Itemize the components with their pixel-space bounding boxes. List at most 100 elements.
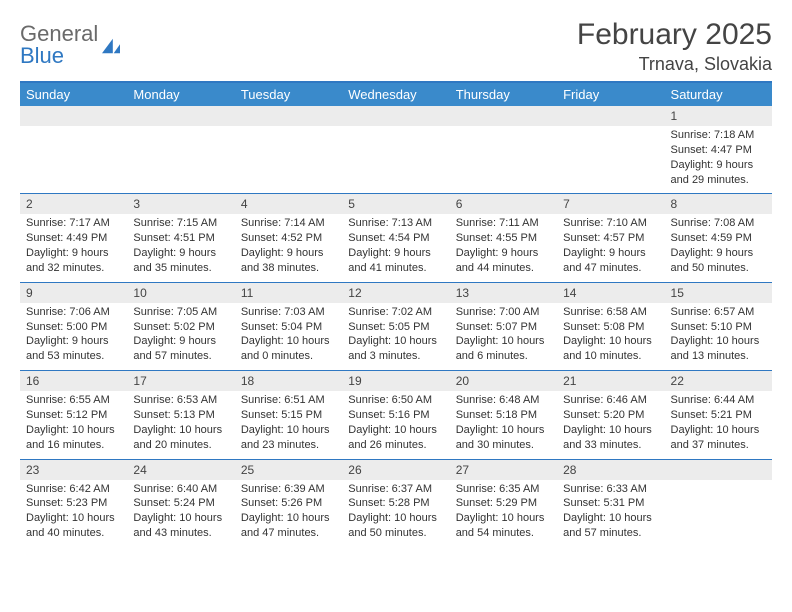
day-number-cell: 13	[450, 282, 557, 303]
day-ss: Sunset: 5:04 PM	[241, 320, 336, 335]
day-sr: Sunrise: 7:02 AM	[348, 305, 443, 320]
week-data-row: Sunrise: 7:06 AMSunset: 5:00 PMDaylight:…	[20, 303, 772, 371]
weekday-header: Friday	[557, 83, 664, 106]
day-detail-cell	[20, 126, 127, 194]
day-sr: Sunrise: 6:33 AM	[563, 482, 658, 497]
day-number-cell: 20	[450, 371, 557, 392]
day-ss: Sunset: 5:16 PM	[348, 408, 443, 423]
day-number-cell: 5	[342, 194, 449, 215]
day-number-cell: 22	[665, 371, 772, 392]
day-number-cell: 15	[665, 282, 772, 303]
day-number-cell: 12	[342, 282, 449, 303]
day-dl1: Daylight: 10 hours	[348, 423, 443, 438]
day-sr: Sunrise: 6:57 AM	[671, 305, 766, 320]
day-sr: Sunrise: 7:18 AM	[671, 128, 766, 143]
title-block: February 2025 Trnava, Slovakia	[577, 18, 772, 75]
day-sr: Sunrise: 7:03 AM	[241, 305, 336, 320]
day-dl2: and 47 minutes.	[563, 261, 658, 276]
day-dl1: Daylight: 10 hours	[563, 511, 658, 526]
day-number-cell: 19	[342, 371, 449, 392]
day-detail-cell: Sunrise: 7:10 AMSunset: 4:57 PMDaylight:…	[557, 214, 664, 282]
day-detail-cell	[450, 126, 557, 194]
day-sr: Sunrise: 7:08 AM	[671, 216, 766, 231]
week-number-row: 232425262728	[20, 459, 772, 480]
day-number-cell: 6	[450, 194, 557, 215]
day-sr: Sunrise: 7:15 AM	[133, 216, 228, 231]
day-number-cell: 3	[127, 194, 234, 215]
day-dl1: Daylight: 10 hours	[456, 334, 551, 349]
day-dl1: Daylight: 10 hours	[26, 423, 121, 438]
day-ss: Sunset: 5:02 PM	[133, 320, 228, 335]
day-number-cell	[20, 106, 127, 126]
day-dl2: and 37 minutes.	[671, 438, 766, 453]
day-number-cell: 8	[665, 194, 772, 215]
week-data-row: Sunrise: 7:17 AMSunset: 4:49 PMDaylight:…	[20, 214, 772, 282]
brand-sail-icon	[100, 37, 122, 55]
day-detail-cell: Sunrise: 6:44 AMSunset: 5:21 PMDaylight:…	[665, 391, 772, 459]
day-dl2: and 50 minutes.	[348, 526, 443, 541]
day-dl1: Daylight: 10 hours	[348, 334, 443, 349]
day-number-cell: 18	[235, 371, 342, 392]
week-number-row: 2345678	[20, 194, 772, 215]
day-number-cell	[450, 106, 557, 126]
day-detail-cell: Sunrise: 6:48 AMSunset: 5:18 PMDaylight:…	[450, 391, 557, 459]
day-sr: Sunrise: 6:53 AM	[133, 393, 228, 408]
day-detail-cell: Sunrise: 6:50 AMSunset: 5:16 PMDaylight:…	[342, 391, 449, 459]
day-dl2: and 3 minutes.	[348, 349, 443, 364]
day-detail-cell: Sunrise: 6:42 AMSunset: 5:23 PMDaylight:…	[20, 480, 127, 547]
day-number-cell: 26	[342, 459, 449, 480]
day-detail-cell	[665, 480, 772, 547]
day-detail-cell: Sunrise: 7:08 AMSunset: 4:59 PMDaylight:…	[665, 214, 772, 282]
day-dl2: and 23 minutes.	[241, 438, 336, 453]
day-dl1: Daylight: 10 hours	[133, 423, 228, 438]
day-dl2: and 57 minutes.	[563, 526, 658, 541]
location: Trnava, Slovakia	[577, 54, 772, 75]
calendar-body: 1Sunrise: 7:18 AMSunset: 4:47 PMDaylight…	[20, 106, 772, 547]
day-dl1: Daylight: 10 hours	[348, 511, 443, 526]
day-ss: Sunset: 5:13 PM	[133, 408, 228, 423]
day-dl2: and 40 minutes.	[26, 526, 121, 541]
day-sr: Sunrise: 6:44 AM	[671, 393, 766, 408]
day-number-cell: 10	[127, 282, 234, 303]
day-ss: Sunset: 5:29 PM	[456, 496, 551, 511]
day-detail-cell: Sunrise: 6:40 AMSunset: 5:24 PMDaylight:…	[127, 480, 234, 547]
day-dl2: and 53 minutes.	[26, 349, 121, 364]
day-detail-cell	[235, 126, 342, 194]
day-detail-cell: Sunrise: 6:58 AMSunset: 5:08 PMDaylight:…	[557, 303, 664, 371]
day-dl1: Daylight: 10 hours	[241, 511, 336, 526]
day-ss: Sunset: 4:59 PM	[671, 231, 766, 246]
weekday-header: Monday	[127, 83, 234, 106]
day-detail-cell: Sunrise: 7:02 AMSunset: 5:05 PMDaylight:…	[342, 303, 449, 371]
day-detail-cell: Sunrise: 7:11 AMSunset: 4:55 PMDaylight:…	[450, 214, 557, 282]
day-number-cell	[665, 459, 772, 480]
day-ss: Sunset: 4:52 PM	[241, 231, 336, 246]
day-number-cell: 2	[20, 194, 127, 215]
day-dl2: and 38 minutes.	[241, 261, 336, 276]
day-dl1: Daylight: 9 hours	[133, 334, 228, 349]
day-ss: Sunset: 5:00 PM	[26, 320, 121, 335]
day-dl1: Daylight: 9 hours	[563, 246, 658, 261]
day-dl1: Daylight: 10 hours	[26, 511, 121, 526]
day-sr: Sunrise: 6:46 AM	[563, 393, 658, 408]
day-ss: Sunset: 5:23 PM	[26, 496, 121, 511]
day-dl2: and 47 minutes.	[241, 526, 336, 541]
day-ss: Sunset: 5:26 PM	[241, 496, 336, 511]
header: General Blue February 2025 Trnava, Slova…	[20, 18, 772, 75]
day-dl1: Daylight: 9 hours	[671, 246, 766, 261]
day-ss: Sunset: 5:24 PM	[133, 496, 228, 511]
day-dl1: Daylight: 9 hours	[456, 246, 551, 261]
day-dl1: Daylight: 10 hours	[133, 511, 228, 526]
day-number-cell: 23	[20, 459, 127, 480]
day-detail-cell: Sunrise: 6:55 AMSunset: 5:12 PMDaylight:…	[20, 391, 127, 459]
weekday-header: Tuesday	[235, 83, 342, 106]
day-number-cell	[127, 106, 234, 126]
day-dl2: and 50 minutes.	[671, 261, 766, 276]
week-number-row: 1	[20, 106, 772, 126]
day-detail-cell: Sunrise: 7:18 AMSunset: 4:47 PMDaylight:…	[665, 126, 772, 194]
day-sr: Sunrise: 7:11 AM	[456, 216, 551, 231]
day-ss: Sunset: 4:54 PM	[348, 231, 443, 246]
day-detail-cell: Sunrise: 6:53 AMSunset: 5:13 PMDaylight:…	[127, 391, 234, 459]
week-number-row: 9101112131415	[20, 282, 772, 303]
day-dl2: and 33 minutes.	[563, 438, 658, 453]
day-sr: Sunrise: 6:48 AM	[456, 393, 551, 408]
